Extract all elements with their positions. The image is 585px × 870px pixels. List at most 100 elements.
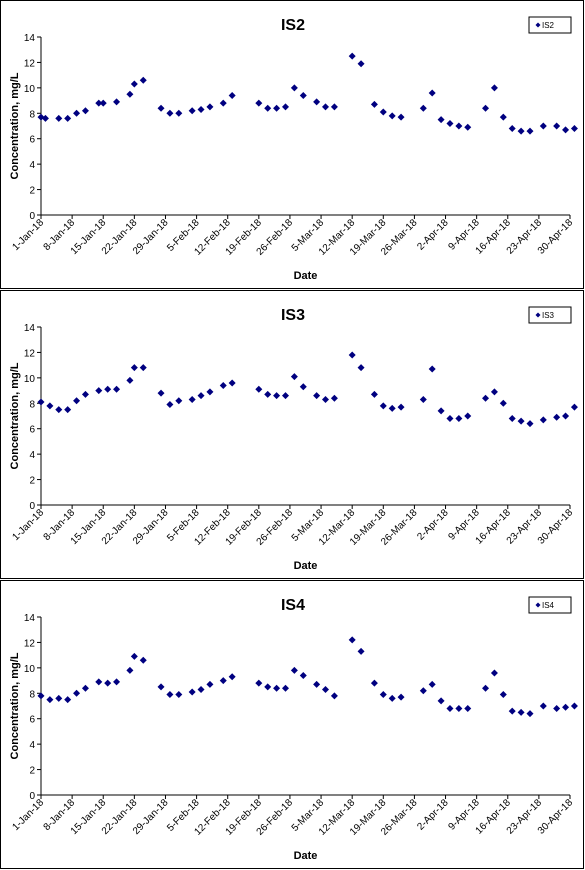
data-point [95,387,103,395]
data-point [419,687,427,695]
y-tick-label: 12 [24,638,36,649]
data-point [499,113,507,121]
data-point [46,402,54,410]
y-axis-title: Concentration, mg/L [9,652,21,759]
data-point [281,684,289,692]
data-point [95,678,103,686]
data-point [482,394,490,402]
data-point [219,381,227,389]
data-point [357,364,365,372]
data-point [55,406,63,414]
data-point [197,685,205,693]
data-point [370,679,378,687]
chart-is4: IS4024681012141-Jan-188-Jan-1815-Jan-182… [9,596,578,862]
y-tick-label: 2 [29,186,35,197]
data-point [562,703,570,711]
data-point [197,392,205,400]
data-point [157,104,165,112]
data-point [113,98,121,106]
data-point [175,109,183,117]
data-point [419,104,427,112]
data-point [455,705,463,713]
data-point [188,688,196,696]
data-point [455,122,463,130]
data-point [273,392,281,400]
y-tick-label: 0 [29,211,35,222]
data-point [499,399,507,407]
data-point [228,673,236,681]
y-tick-label: 4 [29,740,35,751]
data-point [539,416,547,424]
data-point [188,107,196,115]
data-point [166,109,174,117]
data-point [264,104,272,112]
data-point [81,107,89,115]
data-point [570,702,578,710]
data-point [499,691,507,699]
data-point [553,122,561,130]
chart-panel-is3: IS3 0 2 4 6 8 10 12 14 1-Jan-18 8-Jan-18 15-Jan-18 2… [0,290,584,579]
data-point [388,404,396,412]
data-point [526,127,534,135]
data-point [570,125,578,133]
data-point [490,669,498,677]
legend-label: IS4 [542,601,555,610]
y-tick-label: 10 [24,84,36,95]
data-point [428,89,436,97]
data-point [41,114,49,122]
x-axis-title: Date [294,850,318,862]
y-tick-label: 0 [29,501,35,512]
data-point [428,680,436,688]
y-tick-label: 12 [24,348,36,359]
data-point [322,103,330,111]
data-point [570,403,578,411]
data-point [73,689,81,697]
data-point [388,694,396,702]
data-point [113,385,121,393]
data-point [526,710,534,718]
y-tick-label: 14 [24,613,36,624]
y-tick-label: 8 [29,689,35,700]
legend-box [528,596,572,614]
legend: IS2 [528,16,572,34]
data-point [299,91,307,99]
data-point [517,417,525,425]
data-point [206,388,214,396]
legend-marker [535,602,541,608]
data-point [130,80,138,88]
data-point [64,696,72,704]
chart-is3: IS3024681012141-Jan-188-Jan-1815-Jan-182… [9,306,578,572]
data-point [37,692,45,700]
data-point [455,415,463,423]
data-point [526,420,534,428]
data-point [562,126,570,134]
y-tick-label: 14 [24,323,36,334]
data-point [264,390,272,398]
data-point [175,691,183,699]
legend-label: IS3 [542,311,555,320]
legend-box [528,16,572,34]
chart-title: IS3 [281,307,305,324]
y-tick-label: 12 [24,58,36,69]
legend: IS4 [528,596,572,614]
data-point [166,401,174,409]
legend: IS3 [528,306,572,324]
data-point [281,392,289,400]
data-point [126,376,134,384]
data-point [188,395,196,403]
data-point [446,119,454,127]
data-point [219,677,227,685]
data-point [313,392,321,400]
data-point [64,406,72,414]
data-point [175,397,183,405]
y-tick-label: 2 [29,766,35,777]
data-point [348,351,356,359]
data-point [206,103,214,111]
data-point [228,91,236,99]
data-point [464,412,472,420]
data-point [99,99,107,107]
data-point [255,679,263,687]
data-point [397,403,405,411]
data-point [126,666,134,674]
y-tick-label: 10 [24,664,36,675]
